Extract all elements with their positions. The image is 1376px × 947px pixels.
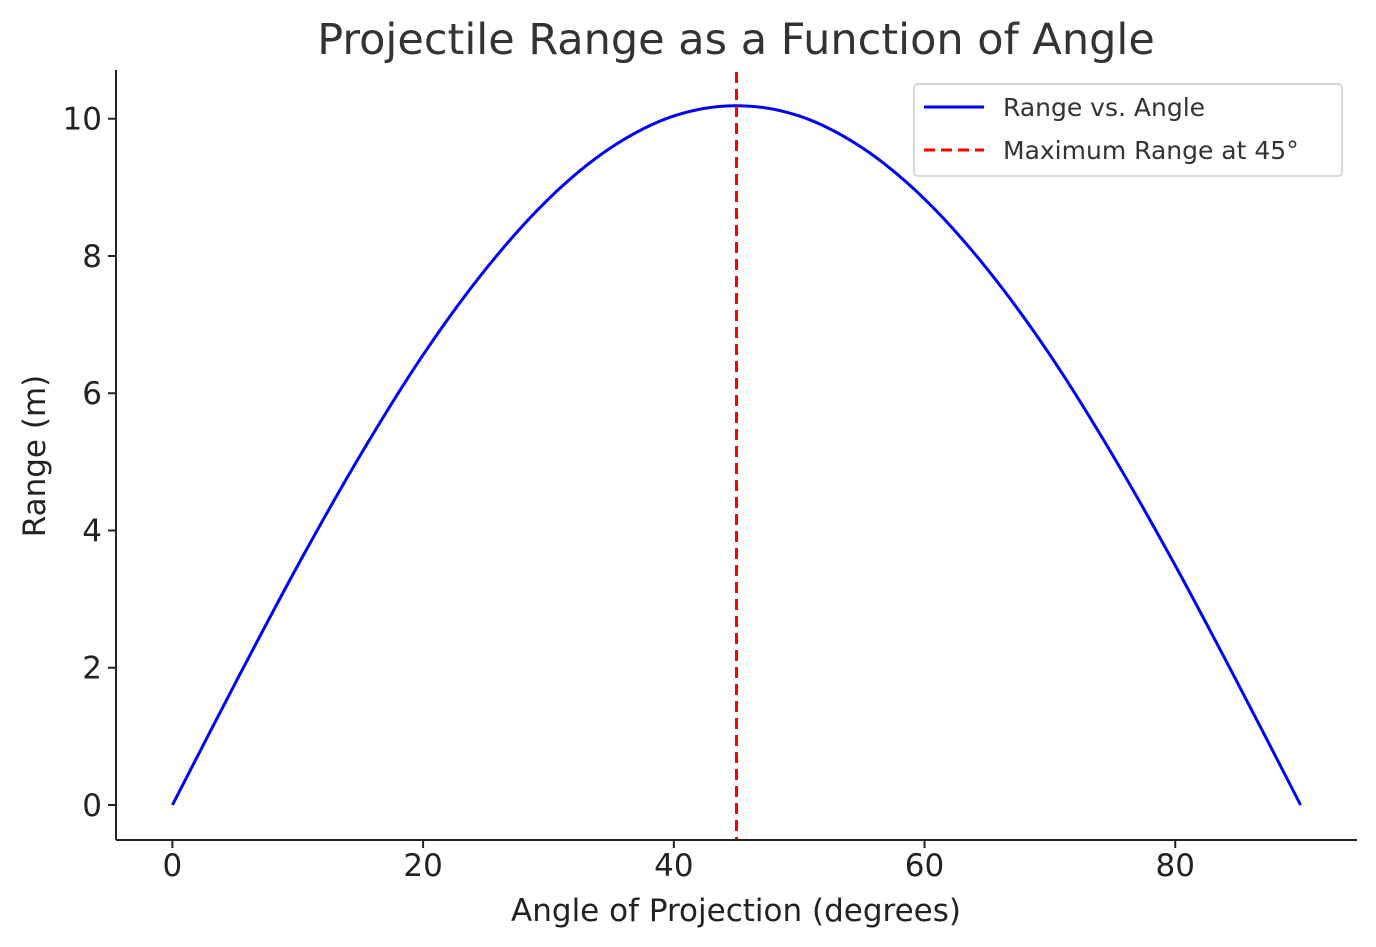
y-ticks: 0 2 4 6 8 10 [63,102,116,824]
x-axis-label: Angle of Projection (degrees) [511,893,961,929]
x-tick-label: 20 [403,848,442,884]
x-tick-label: 80 [1156,848,1195,884]
y-tick-label: 2 [82,651,102,687]
legend-label-max-range: Maximum Range at 45° [1003,136,1299,165]
y-tick-label: 10 [63,102,102,138]
legend-box [913,83,1343,177]
y-tick-label: 6 [82,376,102,412]
y-axis-label: Range (m) [17,375,53,538]
legend: Range vs. Angle Maximum Range at 45° [913,83,1343,177]
y-tick-label: 4 [82,513,102,549]
legend-label-range: Range vs. Angle [1003,93,1205,122]
x-tick-label: 60 [905,848,944,884]
x-ticks: 0 20 40 60 80 [163,840,1195,884]
chart-title: Projectile Range as a Function of Angle [317,15,1155,65]
y-tick-label: 0 [82,788,102,824]
x-tick-label: 0 [163,848,183,884]
series-line-range [171,104,1302,806]
x-tick-label: 40 [654,848,693,884]
plot-area [171,72,1302,840]
y-tick-label: 8 [82,239,102,275]
